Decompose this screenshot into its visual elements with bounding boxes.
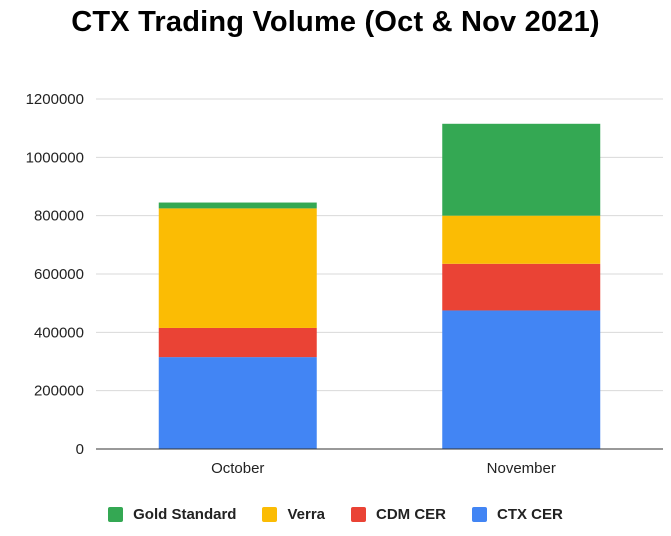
x-axis-category-labels: October November xyxy=(211,460,556,477)
legend-label: Gold Standard xyxy=(133,506,237,523)
legend-label: Verra xyxy=(287,506,326,523)
y-tick-label: 1200000 xyxy=(26,91,84,108)
legend-swatch xyxy=(351,507,367,522)
legend-label: CTX CER xyxy=(497,506,563,523)
y-axis-tick-labels: 0 200000 400000 600000 800000 1000000 1200000 xyxy=(26,91,84,458)
x-category-label: October xyxy=(211,460,264,477)
y-tick-label: 400000 xyxy=(34,324,84,341)
y-tick-label: 800000 xyxy=(34,208,84,225)
bar-segment-verra-october xyxy=(158,208,317,328)
legend-item: Verra xyxy=(262,506,325,523)
bar-segment-ctx-cer-october xyxy=(158,357,317,449)
bar-segment-verra-november xyxy=(442,215,601,264)
legend-swatch xyxy=(262,507,278,522)
legend-item: CDM CER xyxy=(351,506,446,523)
bar-segment-gold-standard-november xyxy=(442,123,601,216)
bar-segment-cdm-cer-november xyxy=(442,263,601,311)
y-tick-label: 200000 xyxy=(34,383,84,400)
legend-item: Gold Standard xyxy=(108,506,236,523)
y-tick-label: 0 xyxy=(76,441,84,458)
legend-swatch xyxy=(108,507,124,522)
bar-segment-gold-standard-october xyxy=(158,202,317,209)
chart-title: CTX Trading Volume (Oct & Nov 2021) xyxy=(71,6,600,38)
bar-segment-ctx-cer-november xyxy=(442,310,601,449)
bars xyxy=(158,123,601,449)
y-tick-label: 600000 xyxy=(34,266,84,283)
bar-segment-cdm-cer-october xyxy=(158,327,317,358)
legend-item: CTX CER xyxy=(472,506,563,523)
x-category-label: November xyxy=(487,460,556,477)
y-tick-label: 1000000 xyxy=(26,149,84,166)
legend-swatch xyxy=(472,507,488,522)
legend: Gold Standard Verra CDM CER CTX CER xyxy=(0,506,671,523)
legend-label: CDM CER xyxy=(376,506,447,523)
